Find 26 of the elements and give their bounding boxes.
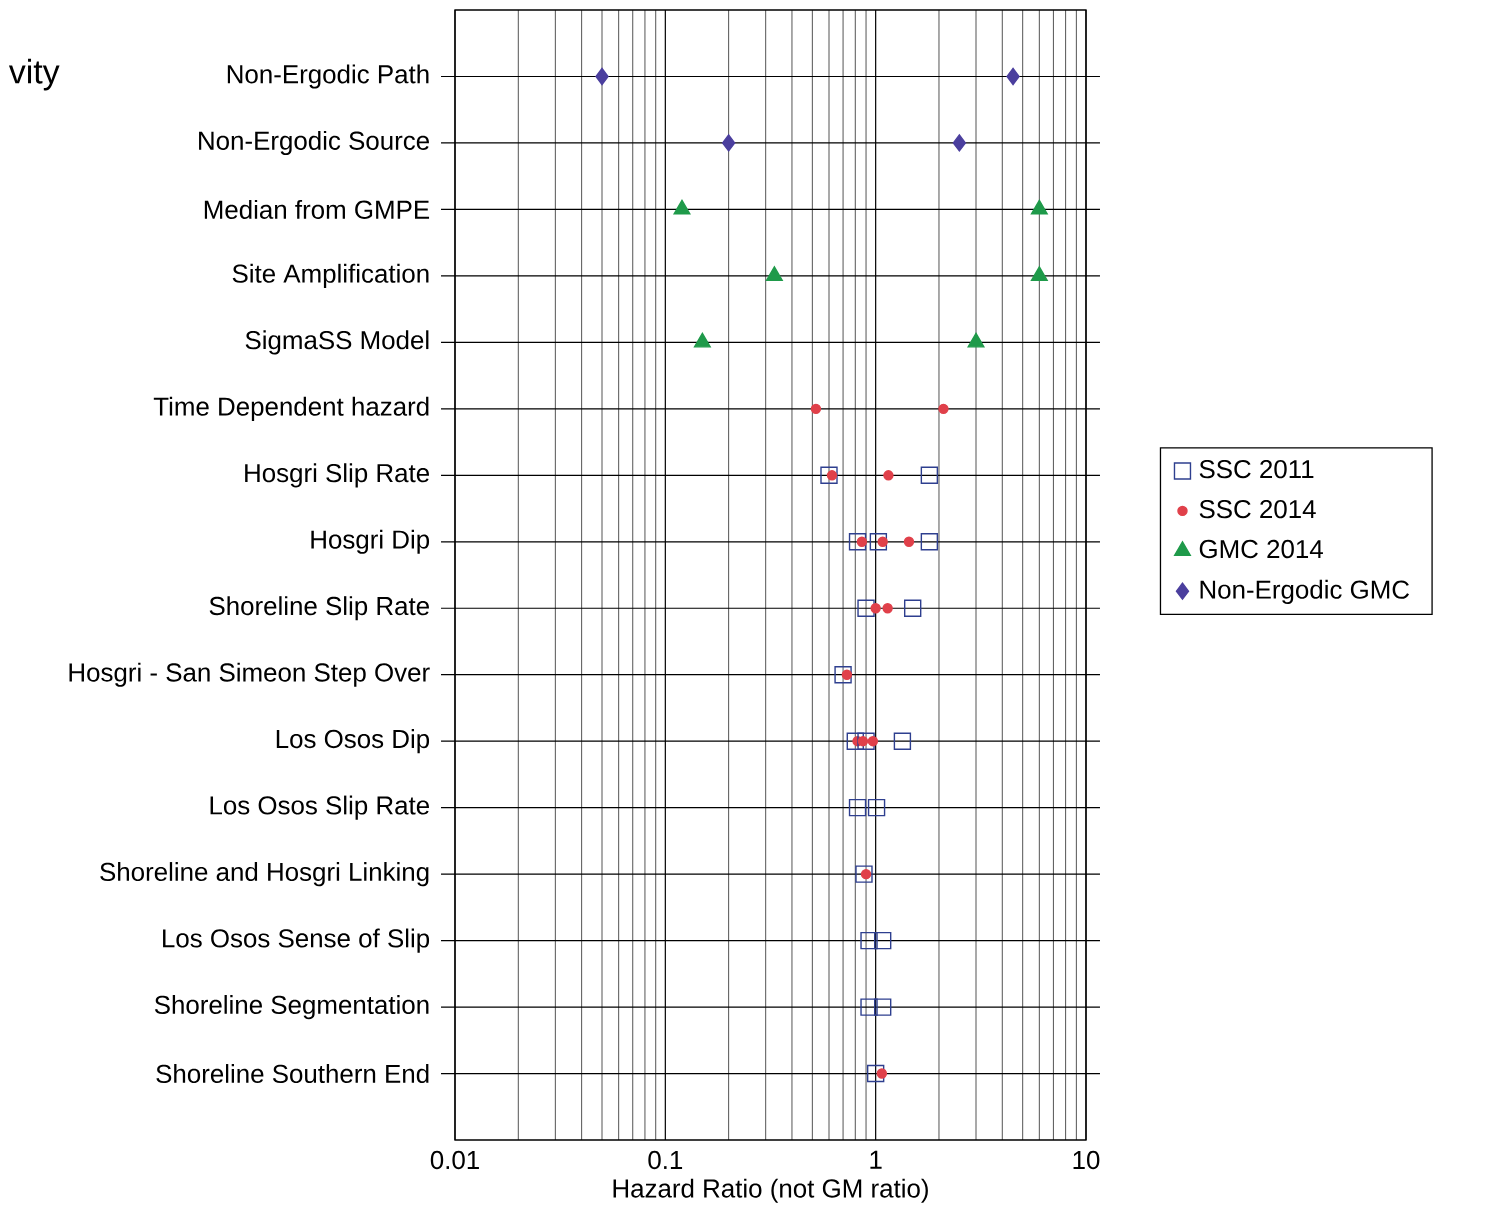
y-tick-label: Shoreline Segmentation [154,995,429,1020]
y-tick-label: Hosgri Dip [311,529,430,554]
y-tick-label: Hosgri - San Simeon Step Over [69,662,430,687]
y-tick-label: Shoreline Slip Rate [209,596,429,621]
legend-label: SSC 2014 [1199,499,1316,519]
y-tick-label: Shoreline and Hosgri Linking [100,862,429,887]
x-tick-label: 1 [870,1150,882,1169]
legend-label: GMC 2014 [1199,539,1323,559]
x-axis-title: Hazard Ratio (not GM ratio) [613,1178,928,1203]
x-tick-label: 0.01 [430,1150,479,1170]
y-tick-label: Non-Ergodic Path [227,64,429,89]
y-tick-label: Median from GMPE [204,199,430,219]
y-tick-label: Shoreline Southern End [156,1064,429,1084]
y-tick-label: Site Amplification [232,263,429,288]
text: vity [8,58,60,91]
x-tick-label: 10 [1073,1150,1100,1170]
y-tick-label: Time Dependent hazard [153,396,429,421]
y-tick-label: Hosgri Slip Rate [245,463,429,488]
y-tick-label: Los Osos Dip [276,729,430,754]
y-tick-label: Los Osos Sense of Slip [163,928,430,953]
x-tick-label: 0.1 [648,1150,683,1170]
legend-label: Non-Ergodic GMC [1200,579,1410,604]
y-tick-label: SigmaSS Model [245,330,429,355]
y-tick-label: Non-Ergodic Source [199,130,429,156]
y-tick-label: Los Osos Slip Rate [210,795,429,820]
legend-label: SSC 2011 [1199,459,1314,479]
